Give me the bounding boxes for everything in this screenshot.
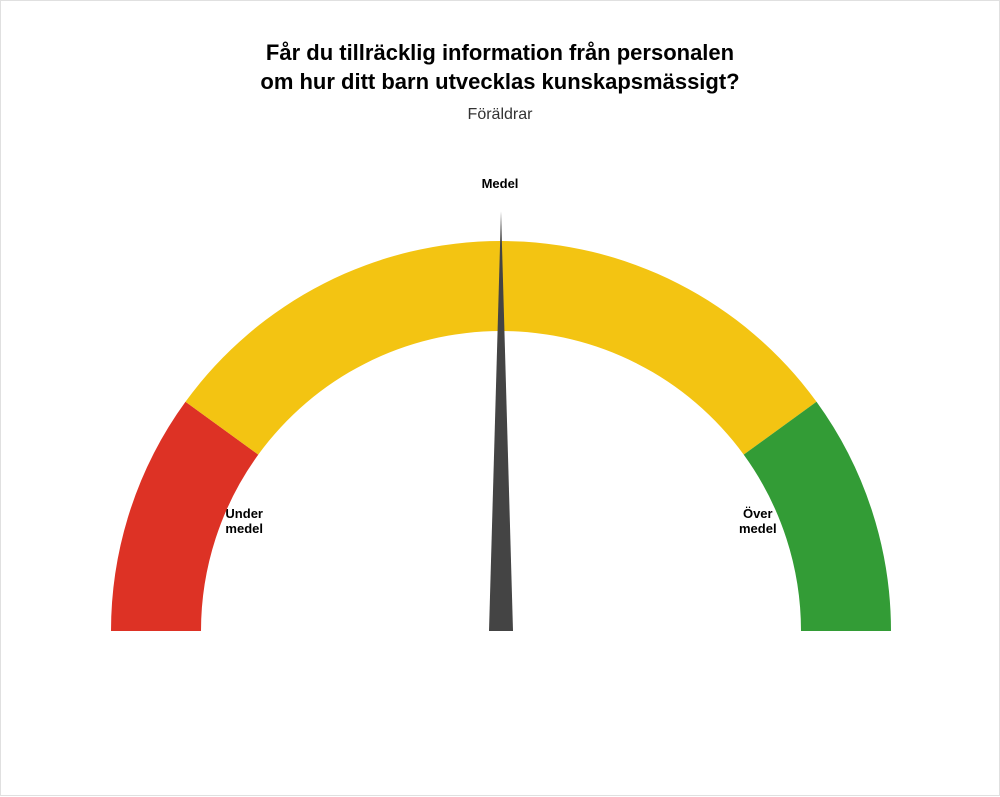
gauge-svg [1, 1, 1000, 797]
chart-frame: Får du tillräcklig information från pers… [0, 0, 1000, 796]
